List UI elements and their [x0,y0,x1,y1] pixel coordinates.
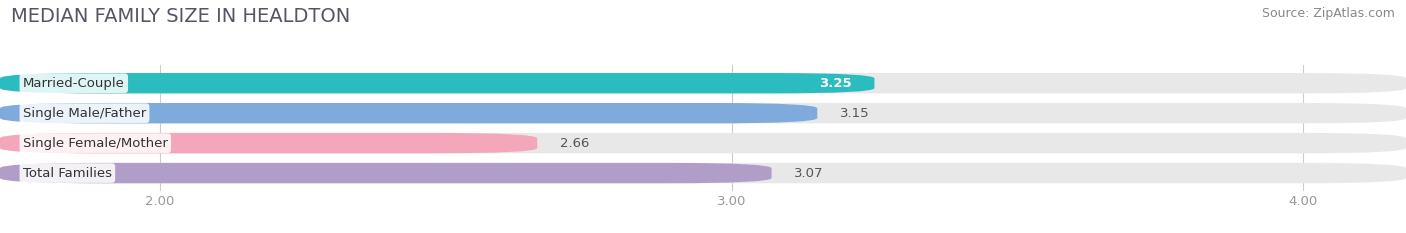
Text: Source: ZipAtlas.com: Source: ZipAtlas.com [1261,7,1395,20]
Text: 3.15: 3.15 [841,107,870,120]
FancyBboxPatch shape [0,163,1406,183]
FancyBboxPatch shape [0,73,1406,93]
FancyBboxPatch shape [0,103,1406,123]
Text: Married-Couple: Married-Couple [22,77,125,90]
FancyBboxPatch shape [0,133,537,153]
Text: 3.07: 3.07 [794,167,824,180]
FancyBboxPatch shape [0,163,772,183]
Text: MEDIAN FAMILY SIZE IN HEALDTON: MEDIAN FAMILY SIZE IN HEALDTON [11,7,350,26]
Text: 3.25: 3.25 [818,77,852,90]
Text: Total Families: Total Families [22,167,112,180]
Text: Single Female/Mother: Single Female/Mother [22,137,167,150]
FancyBboxPatch shape [0,133,1406,153]
FancyBboxPatch shape [0,103,817,123]
Text: 2.66: 2.66 [560,137,589,150]
Text: Single Male/Father: Single Male/Father [22,107,146,120]
FancyBboxPatch shape [0,73,875,93]
